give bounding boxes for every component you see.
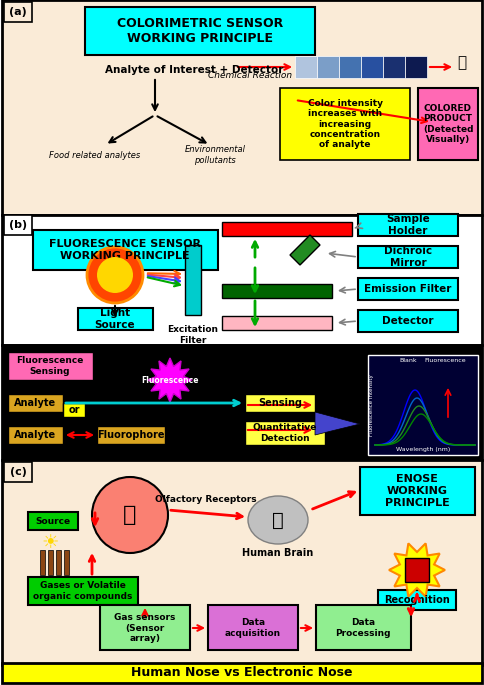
Text: Color intensity
increases with
increasing
concentration
of analyte: Color intensity increases with increasin… [307, 99, 382, 149]
Text: (c): (c) [10, 467, 27, 477]
Text: Gases or Volatile
organic compounds: Gases or Volatile organic compounds [33, 582, 133, 601]
Text: COLORIMETRIC SENSOR
WORKING PRINCIPLE: COLORIMETRIC SENSOR WORKING PRINCIPLE [117, 17, 283, 45]
FancyBboxPatch shape [222, 316, 332, 330]
FancyBboxPatch shape [316, 605, 411, 650]
Text: Dichroic
Mirror: Dichroic Mirror [384, 246, 432, 268]
FancyBboxPatch shape [33, 230, 218, 270]
FancyBboxPatch shape [358, 214, 458, 236]
Text: Environmental
pollutants: Environmental pollutants [184, 145, 245, 164]
FancyBboxPatch shape [4, 462, 32, 482]
FancyBboxPatch shape [2, 345, 482, 460]
FancyBboxPatch shape [280, 88, 410, 160]
FancyBboxPatch shape [78, 308, 153, 330]
FancyBboxPatch shape [4, 2, 32, 22]
Text: Olfactory Receptors: Olfactory Receptors [155, 495, 257, 504]
FancyBboxPatch shape [85, 7, 315, 55]
Circle shape [92, 477, 168, 553]
FancyBboxPatch shape [339, 56, 361, 78]
Circle shape [97, 257, 133, 293]
FancyBboxPatch shape [2, 663, 482, 683]
Polygon shape [389, 543, 445, 597]
FancyBboxPatch shape [208, 605, 298, 650]
FancyBboxPatch shape [358, 246, 458, 268]
Text: or: or [68, 405, 80, 415]
FancyBboxPatch shape [378, 590, 456, 610]
FancyBboxPatch shape [63, 403, 85, 417]
Text: Fluorescence
Sensing: Fluorescence Sensing [16, 356, 84, 375]
Text: Fluorescence: Fluorescence [424, 358, 466, 362]
FancyBboxPatch shape [295, 56, 317, 78]
FancyBboxPatch shape [8, 426, 63, 444]
Text: Data
Processing: Data Processing [335, 619, 391, 638]
FancyBboxPatch shape [2, 215, 482, 345]
FancyBboxPatch shape [405, 56, 427, 78]
Text: Fluorescence: Fluorescence [141, 375, 199, 384]
Text: Sample
Holder: Sample Holder [386, 214, 430, 236]
Text: (a): (a) [9, 7, 27, 17]
Text: 🧠: 🧠 [272, 510, 284, 530]
Text: Food related analytes: Food related analytes [49, 151, 141, 160]
FancyBboxPatch shape [2, 0, 482, 215]
Text: 👁: 👁 [457, 55, 467, 71]
FancyBboxPatch shape [222, 222, 352, 236]
FancyBboxPatch shape [8, 394, 63, 412]
Ellipse shape [248, 496, 308, 544]
Polygon shape [290, 235, 320, 265]
Text: ENOSE
WORKING
PRINCIPLE: ENOSE WORKING PRINCIPLE [385, 475, 449, 508]
FancyBboxPatch shape [361, 56, 383, 78]
Circle shape [87, 247, 143, 303]
Text: Detector: Detector [382, 316, 434, 326]
Text: Human Nose vs Electronic Nose: Human Nose vs Electronic Nose [131, 667, 353, 680]
Text: FLUORESCENCE SENSOR
WORKING PRINCIPLE: FLUORESCENCE SENSOR WORKING PRINCIPLE [49, 239, 201, 261]
Text: Sensing: Sensing [258, 398, 302, 408]
Polygon shape [315, 412, 360, 435]
FancyBboxPatch shape [185, 245, 201, 315]
FancyBboxPatch shape [40, 550, 45, 575]
FancyBboxPatch shape [8, 352, 93, 380]
FancyBboxPatch shape [360, 467, 475, 515]
Text: Wavelength (nm): Wavelength (nm) [396, 447, 450, 453]
FancyBboxPatch shape [383, 56, 405, 78]
FancyBboxPatch shape [2, 460, 482, 665]
Text: COLORED
PRODUCT
(Detected
Visually): COLORED PRODUCT (Detected Visually) [423, 104, 473, 144]
FancyBboxPatch shape [405, 558, 429, 582]
FancyBboxPatch shape [245, 394, 315, 412]
Text: Analyte: Analyte [14, 398, 56, 408]
FancyBboxPatch shape [222, 284, 332, 298]
Text: 👃: 👃 [123, 505, 136, 525]
FancyBboxPatch shape [245, 421, 325, 445]
Polygon shape [148, 358, 192, 402]
Text: Analyte of Interest + Detector: Analyte of Interest + Detector [105, 65, 283, 75]
FancyBboxPatch shape [368, 355, 478, 455]
Text: Blank: Blank [399, 358, 417, 362]
Text: Analyte: Analyte [14, 430, 56, 440]
Text: Fluorophore: Fluorophore [97, 430, 165, 440]
FancyBboxPatch shape [48, 550, 53, 575]
Text: Emission Filter: Emission Filter [364, 284, 452, 294]
FancyBboxPatch shape [358, 310, 458, 332]
Text: ☀: ☀ [41, 534, 59, 553]
Text: (b): (b) [9, 220, 27, 230]
Text: Source: Source [35, 516, 71, 525]
Text: Data
acquisition: Data acquisition [225, 619, 281, 638]
FancyBboxPatch shape [64, 550, 69, 575]
FancyBboxPatch shape [28, 512, 78, 530]
FancyBboxPatch shape [317, 56, 339, 78]
Text: Recognition: Recognition [384, 595, 450, 605]
Text: Excitation
Filter: Excitation Filter [167, 325, 218, 345]
Text: Quantitative
Detection: Quantitative Detection [253, 423, 317, 443]
FancyBboxPatch shape [4, 215, 32, 235]
Text: Chemical Reaction: Chemical Reaction [208, 71, 292, 79]
Text: Fluorescence Intensity: Fluorescence Intensity [369, 374, 375, 436]
FancyBboxPatch shape [418, 88, 478, 160]
FancyBboxPatch shape [28, 577, 138, 605]
FancyBboxPatch shape [358, 278, 458, 300]
Text: Gas sensors
(Sensor
array): Gas sensors (Sensor array) [114, 613, 176, 643]
FancyBboxPatch shape [97, 426, 165, 444]
Text: Light
Source: Light Source [95, 308, 136, 329]
Text: Human Brain: Human Brain [242, 548, 314, 558]
FancyBboxPatch shape [56, 550, 61, 575]
FancyBboxPatch shape [100, 605, 190, 650]
